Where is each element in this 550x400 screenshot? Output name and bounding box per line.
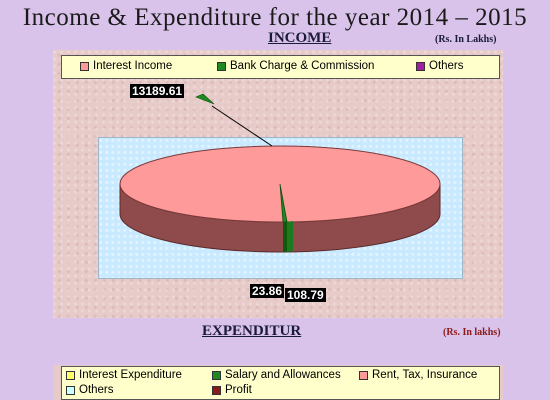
income-unit: (Rs. In Lakhs)	[435, 34, 497, 45]
legend-swatch	[66, 385, 75, 395]
leader-line-interest-income	[211, 105, 273, 147]
legend-swatch	[359, 370, 368, 380]
income-legend: Interest Income Bank Charge & Commission…	[61, 55, 500, 79]
legend-swatch	[212, 370, 221, 380]
legend-item-bank-charge: Bank Charge & Commission	[217, 60, 374, 72]
legend-label: Profit	[225, 384, 252, 396]
legend-label: Others	[79, 384, 114, 396]
legend-swatch	[416, 61, 425, 71]
legend-item-others-exp: Others	[66, 384, 114, 396]
data-label-bank-charge: 23.86	[250, 284, 285, 298]
legend-label: Interest Expenditure	[79, 369, 182, 381]
legend-item-interest-income: Interest Income	[80, 60, 172, 72]
expenditure-unit: (Rs. In lakhs)	[443, 327, 501, 338]
pie-slice-others-explode	[195, 93, 215, 105]
expenditure-legend: Interest Expenditure Salary and Allowanc…	[61, 366, 500, 400]
legend-item-profit: Profit	[212, 384, 252, 396]
pie-side-bank-charge	[283, 222, 287, 252]
data-label-interest-income: 13189.61	[130, 84, 185, 98]
pie-side-others	[287, 221, 293, 252]
legend-swatch	[66, 370, 75, 380]
page-title: Income & Expenditure for the year 2014 –…	[22, 4, 528, 31]
legend-label: Interest Income	[93, 60, 173, 72]
legend-swatch	[217, 61, 226, 71]
legend-label: Salary and Allowances	[225, 369, 341, 381]
income-heading: INCOME	[268, 30, 332, 46]
legend-label: Bank Charge & Commission	[230, 60, 375, 72]
data-label-others: 108.79	[285, 288, 326, 302]
legend-label: Rent, Tax, Insurance	[372, 369, 478, 381]
legend-swatch	[212, 385, 221, 395]
legend-swatch	[80, 61, 89, 71]
legend-item-salary: Salary and Allowances	[212, 369, 341, 381]
expenditure-heading: EXPENDITUR	[202, 323, 302, 339]
legend-label: Others	[429, 60, 464, 72]
legend-item-others: Others	[416, 60, 464, 72]
legend-item-rent: Rent, Tax, Insurance	[359, 369, 477, 381]
legend-item-interest-expenditure: Interest Expenditure	[66, 369, 182, 381]
